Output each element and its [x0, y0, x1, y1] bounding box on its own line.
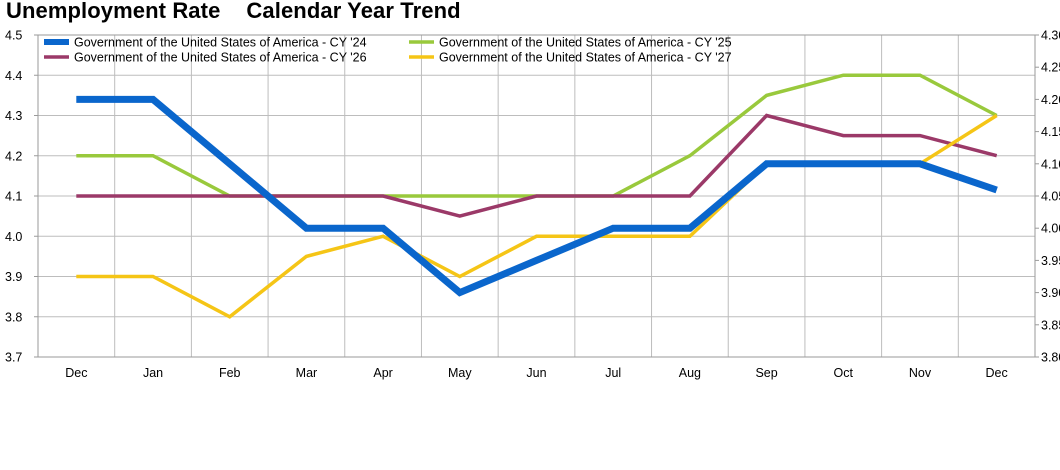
right-tick-label: 3.80	[1041, 351, 1060, 365]
x-tick-label: Jun	[526, 366, 546, 380]
right-tick-label: 4.10	[1041, 157, 1060, 171]
x-tick-label: Dec	[986, 366, 1008, 380]
x-tick-label: Nov	[909, 366, 932, 380]
legend-label: Government of the United States of Ameri…	[439, 36, 732, 50]
x-tick-label: Jul	[605, 366, 621, 380]
legend-label: Government of the United States of Ameri…	[439, 51, 732, 65]
right-tick-label: 4.05	[1041, 190, 1060, 204]
left-tick-label: 3.7	[5, 351, 22, 365]
right-tick-label: 4.20	[1041, 93, 1060, 107]
left-tick-label: 4.3	[5, 109, 22, 123]
series-lines	[76, 73, 998, 319]
right-tick-label: 3.85	[1041, 318, 1060, 332]
chart-title: Unemployment Rate Calendar Year Trend	[6, 0, 461, 24]
title-sub: Calendar Year Trend	[246, 0, 461, 23]
x-tick-label: Aug	[679, 366, 701, 380]
left-tick-label: 4.5	[5, 29, 22, 43]
right-tick-label: 4.15	[1041, 125, 1060, 139]
x-tick-label: Feb	[219, 366, 241, 380]
left-tick-label: 4.0	[5, 230, 22, 244]
right-tick-label: 3.90	[1041, 286, 1060, 300]
x-tick-label: Apr	[373, 366, 392, 380]
right-tick-label: 4.00	[1041, 222, 1060, 236]
title-main: Unemployment Rate	[6, 0, 221, 23]
left-tick-label: 3.9	[5, 270, 22, 284]
right-tick-label: 4.25	[1041, 61, 1060, 75]
x-axis-ticks: Dec Jan Feb Mar Apr May Jun Jul Aug Sep Oct Nov Dec	[65, 366, 1008, 380]
series-line-cy26	[76, 113, 998, 218]
left-tick-label: 3.8	[5, 310, 22, 324]
right-tick-label: 4.30	[1041, 29, 1060, 43]
right-axis-ticks: 3.80 3.85 3.90 3.95 4.00 4.05 4.10 4.15 4.20 4.25…	[1035, 29, 1060, 365]
series-line-cy24	[76, 95, 998, 297]
legend: Government of the United States of Ameri…	[44, 36, 732, 65]
x-tick-label: May	[448, 366, 472, 380]
left-tick-label: 4.4	[5, 69, 22, 83]
right-tick-label: 3.95	[1041, 254, 1060, 268]
x-tick-label: Jan	[143, 366, 163, 380]
x-tick-label: Sep	[755, 366, 777, 380]
left-tick-label: 4.2	[5, 149, 22, 163]
legend-label: Government of the United States of Ameri…	[74, 36, 367, 50]
x-tick-label: Oct	[834, 366, 854, 380]
series-line-cy27	[76, 114, 998, 319]
x-tick-label: Mar	[296, 366, 318, 380]
legend-label: Government of the United States of Ameri…	[74, 51, 367, 65]
x-tick-label: Dec	[65, 366, 87, 380]
left-axis-ticks: 3.7 3.8 3.9 4.0 4.1 4.2 4.3 4.4 4.5	[5, 29, 38, 365]
left-tick-label: 4.1	[5, 190, 22, 204]
